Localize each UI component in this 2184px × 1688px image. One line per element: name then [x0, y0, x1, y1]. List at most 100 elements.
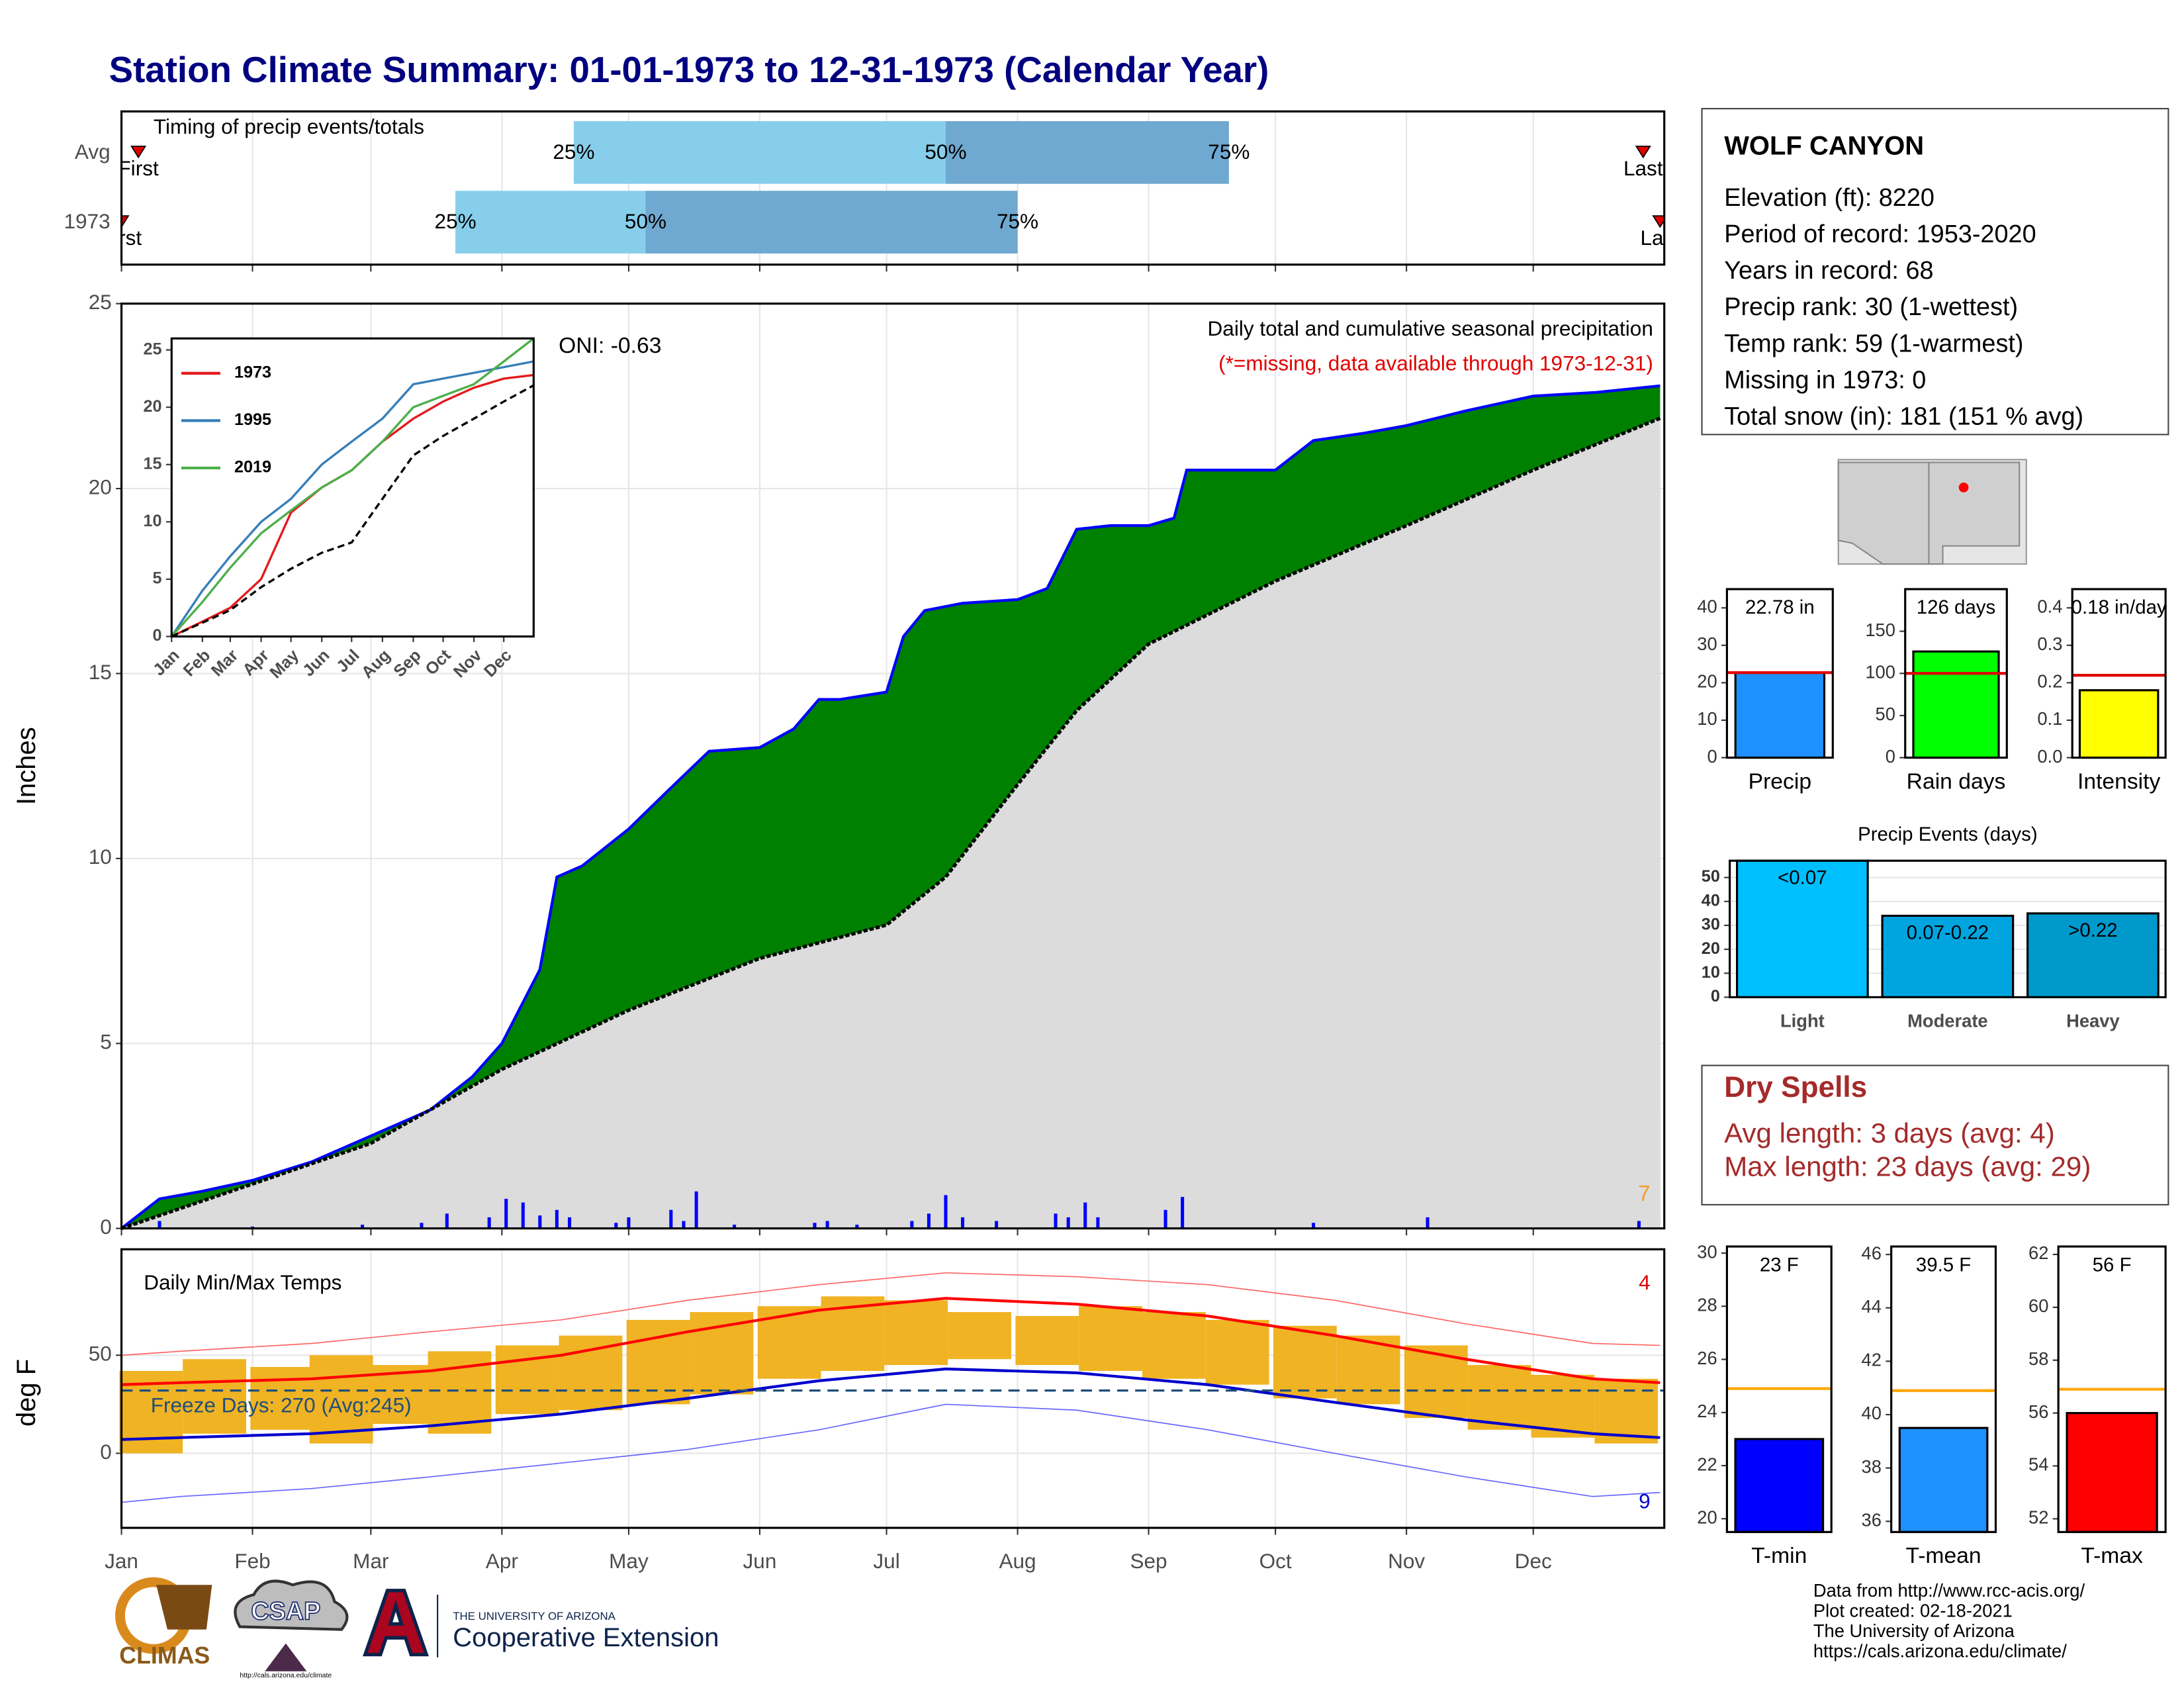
daily-precip-bar — [538, 1215, 542, 1229]
quartile-label: 25% — [435, 209, 477, 233]
dry-spell-info: Max length: 23 days (avg: 29) — [1724, 1150, 2091, 1182]
y-tick-label: 50 — [1876, 704, 1895, 724]
y-tick-label: 50 — [89, 1342, 112, 1366]
temp-range-bar — [1142, 1312, 1206, 1379]
dry-spell-info: Avg length: 3 days (avg: 4) — [1724, 1117, 2055, 1149]
plot-frame — [1725, 588, 1834, 759]
x-tick-label: Nov — [1388, 1549, 1425, 1573]
temp-range-bar — [1273, 1325, 1337, 1399]
category-label: T-max — [2081, 1544, 2143, 1568]
plot-frame — [1890, 1245, 1997, 1533]
temp-range-bar — [1079, 1306, 1142, 1371]
dry-spells-title: Dry Spells — [1724, 1071, 1867, 1103]
y-tick-label: 5 — [153, 569, 162, 588]
x-tick-label: Nov — [450, 646, 486, 682]
daily-precip-bar — [627, 1217, 631, 1229]
x-tick-label: Apr — [486, 1549, 518, 1573]
daily-precip-bar — [1066, 1217, 1070, 1229]
plot-frame — [1725, 1245, 1833, 1533]
x-tick-label: May — [266, 646, 302, 682]
y-tick-label: 0.3 — [2037, 633, 2062, 654]
temp-range-bar — [1467, 1365, 1531, 1430]
series-line — [171, 337, 535, 637]
dry-spells-box — [1701, 1064, 2169, 1205]
row-label: 1973 — [64, 209, 111, 233]
station-info: Precip rank: 30 (1-wettest) — [1724, 293, 2018, 321]
max-count: 4 — [1639, 1270, 1651, 1294]
daily-precip-bar — [682, 1221, 686, 1229]
y-tick-label: 20 — [1697, 671, 1717, 692]
daily-precip-bar — [361, 1225, 365, 1229]
temp-line — [121, 1367, 1661, 1441]
quartile-label: 75% — [1208, 140, 1250, 164]
daily-precip-bar — [614, 1223, 618, 1229]
credit-line: Data from http://www.rcc-acis.org/ — [1813, 1580, 2085, 1601]
marker-label: First — [101, 226, 142, 250]
y-tick-label: 5 — [100, 1030, 112, 1054]
bar — [1734, 1438, 1825, 1533]
daily-precip-bar — [1426, 1217, 1430, 1229]
x-tick-label: Jun — [299, 646, 334, 680]
value-label: 39.5 F — [1916, 1254, 1971, 1276]
x-tick-label: Mar — [353, 1549, 388, 1573]
station-info: Missing in 1973: 0 — [1724, 366, 1926, 394]
university-name: THE UNIVERSITY OF ARIZONA — [453, 1610, 615, 1622]
logos: CLIMAS CSAP http://cals.arizona.edu/clim… — [115, 1577, 719, 1679]
category-label: T-mean — [1906, 1544, 1981, 1568]
y-tick-label: 25 — [143, 340, 161, 358]
temp-range-bar — [884, 1300, 948, 1366]
x-tick-label: Jan — [150, 646, 183, 680]
x-tick-label: Sep — [1130, 1549, 1167, 1573]
y-tick-label: 10 — [143, 512, 161, 530]
temp-range-bar — [559, 1335, 623, 1411]
station-info: Years in record: 68 — [1724, 257, 1933, 285]
x-tick-label: May — [609, 1549, 649, 1573]
climas-logo: CLIMAS — [119, 1642, 210, 1669]
y-tick-label: 0.2 — [2037, 671, 2062, 692]
y-tick-label: 54 — [2028, 1454, 2048, 1475]
y-tick-label: 20 — [89, 475, 112, 498]
quartile-label: 50% — [625, 209, 666, 233]
station-info: Temp rank: 59 (1-warmest) — [1724, 330, 2023, 357]
daily-precip-bar — [445, 1213, 449, 1229]
daily-precip-bar — [555, 1209, 559, 1229]
csap-logo: CSAP — [251, 1597, 320, 1625]
y-tick-label: 26 — [1697, 1348, 1717, 1368]
station-box — [1701, 108, 2169, 436]
daily-precip-bar — [1181, 1197, 1185, 1229]
daily-precip-bar — [1312, 1223, 1316, 1229]
x-tick-label: Dec — [480, 646, 516, 681]
category-label: Precip — [1749, 769, 1811, 794]
y-tick-label: 0.1 — [2037, 708, 2062, 729]
y-tick-label: 40 — [1697, 596, 1717, 616]
missing-note: (*=missing, data available through 1973-… — [1218, 352, 1653, 375]
y-tick-label: 28 — [1697, 1295, 1717, 1315]
temp-range-bar — [690, 1312, 754, 1395]
y-tick-label: 44 — [1862, 1296, 1882, 1317]
temp-range-bar — [948, 1312, 1011, 1360]
locator-map — [1837, 459, 2027, 565]
y-tick-label: 40 — [1702, 891, 1720, 910]
daily-precip-bar — [1637, 1221, 1641, 1229]
temps-title: Daily Min/Max Temps — [144, 1270, 341, 1294]
temp-range-bar — [1015, 1316, 1079, 1366]
legend-label: 1995 — [234, 410, 271, 429]
bin-label: >0.22 — [2068, 919, 2118, 941]
daily-precip-bar — [910, 1221, 914, 1229]
daily-precip-bar — [944, 1195, 948, 1229]
events-title: Precip Events (days) — [1858, 823, 2038, 845]
y-tick-label: 150 — [1865, 620, 1895, 640]
quartile-label: 75% — [997, 209, 1038, 233]
plot-frame — [120, 110, 1666, 266]
row-label: Avg — [75, 140, 111, 164]
quartile-bar — [455, 191, 646, 254]
bar — [1898, 1427, 1989, 1533]
min-count: 9 — [1639, 1489, 1651, 1513]
y-tick-label: 20 — [143, 397, 161, 416]
credit-line: Plot created: 02-18-2021 — [1813, 1601, 2013, 1621]
y-tick-label: 0 — [153, 626, 162, 645]
y-tick-label: 62 — [2028, 1243, 2048, 1263]
y-axis-label: deg F — [12, 1359, 41, 1427]
x-tick-label: Sep — [390, 646, 425, 681]
cumulative-line — [120, 416, 1661, 1231]
